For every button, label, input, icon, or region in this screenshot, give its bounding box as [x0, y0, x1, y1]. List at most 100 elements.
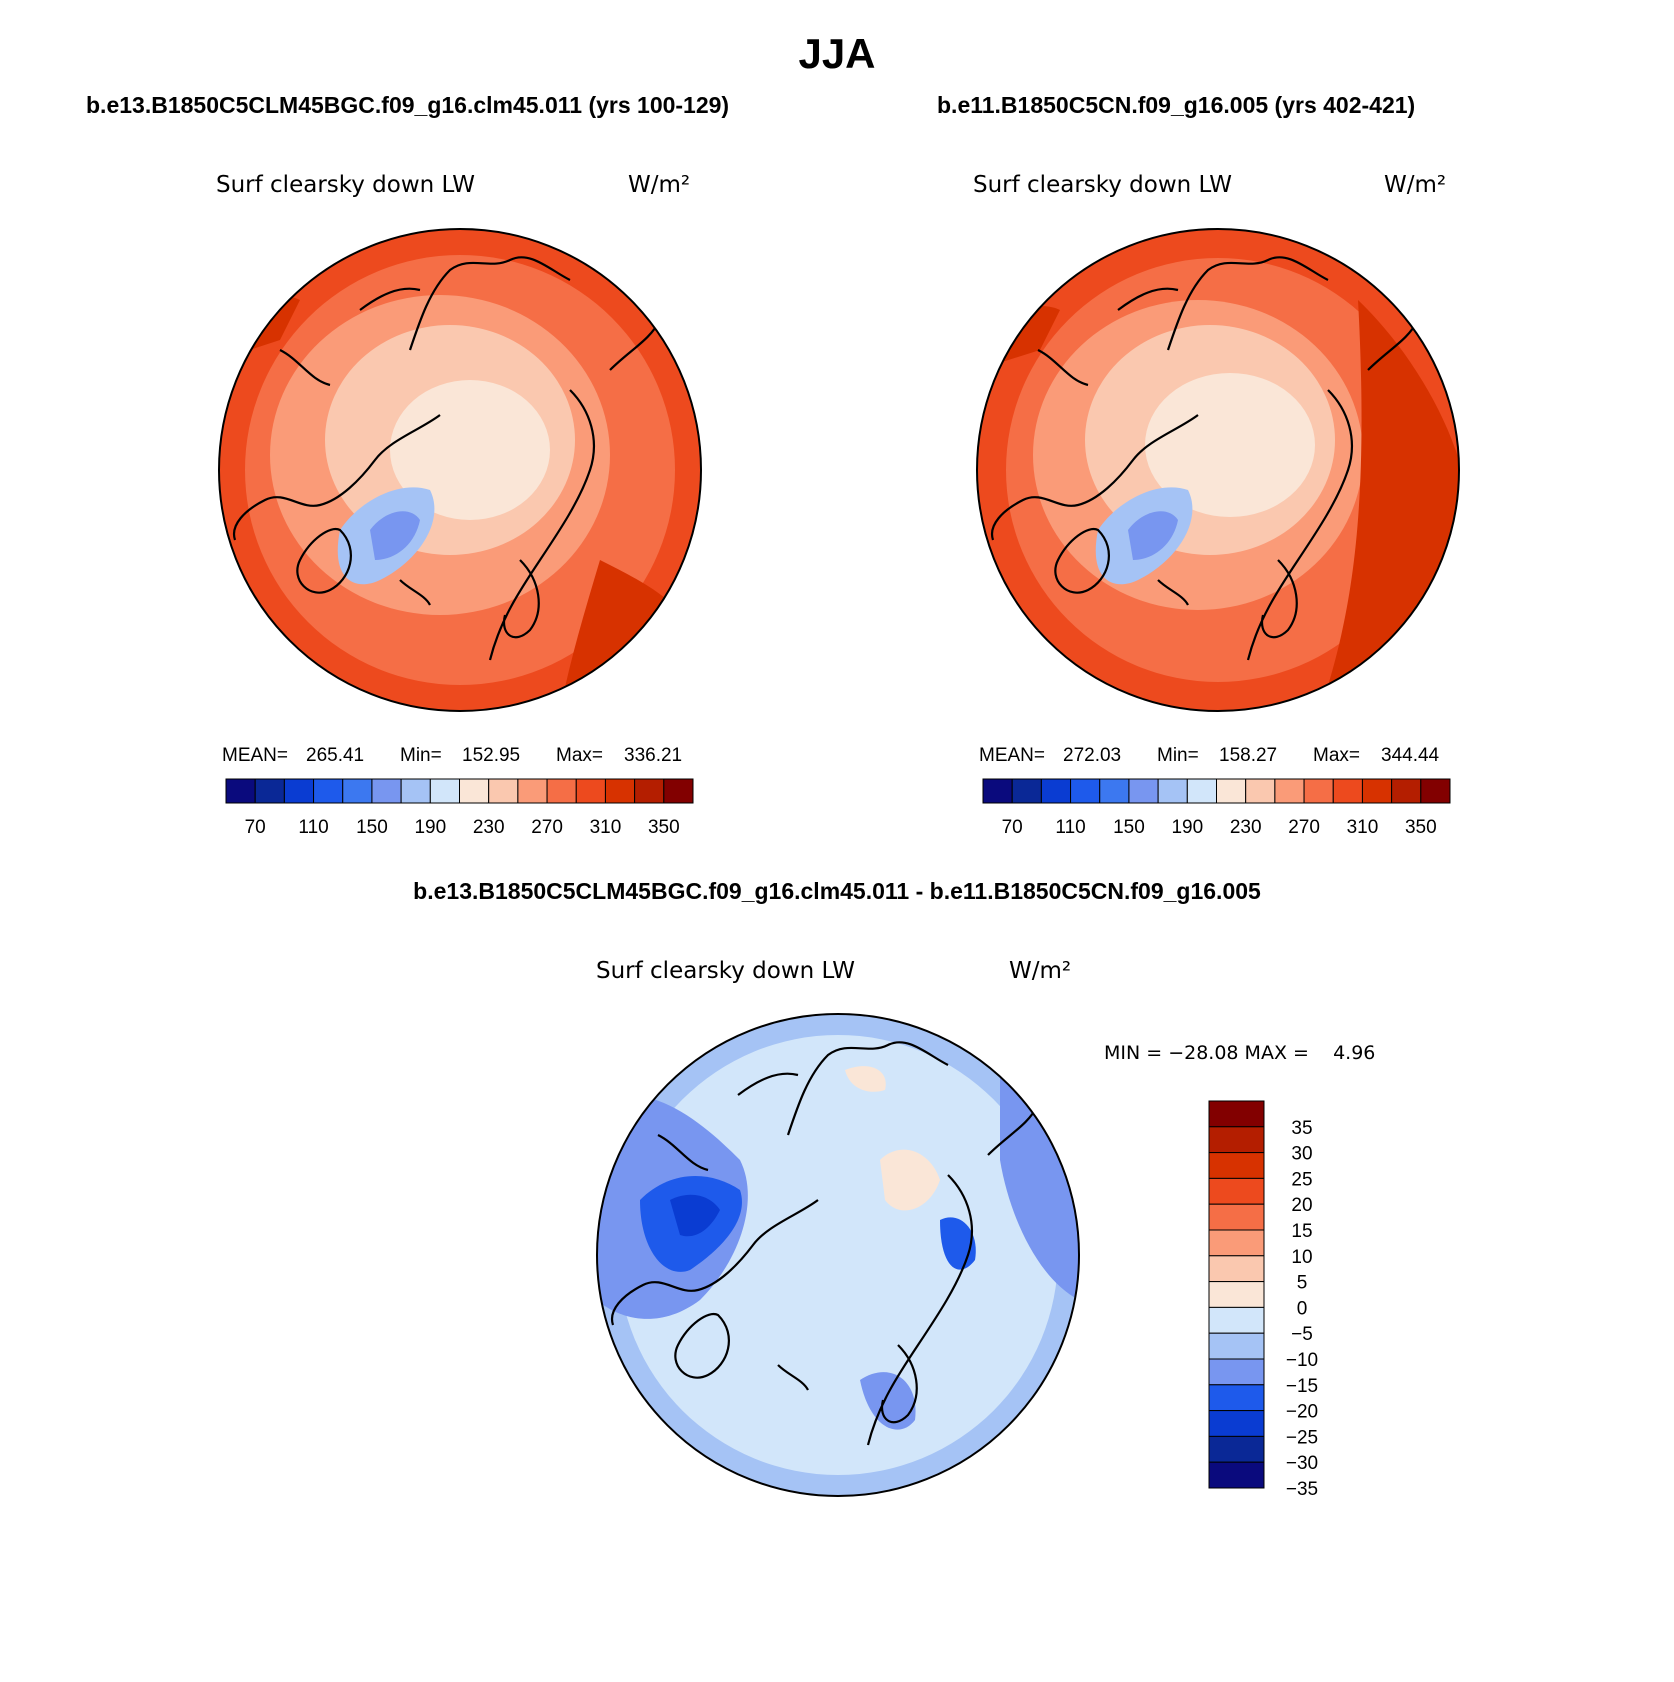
colorbar-swatch — [254, 778, 285, 804]
colorbar-swatch — [1208, 1384, 1265, 1412]
panel-case1-header: b.e13.B1850C5CLM45BGC.f09_g16.clm45.011 … — [86, 92, 729, 118]
colorbar-swatch — [1128, 778, 1159, 804]
panel-difference-variable: Surf clearsky down LW — [596, 958, 855, 984]
colorbar-case1 — [225, 778, 694, 804]
difference-minmax: MIN = −28.08 MAX = 4.96 — [1104, 1042, 1375, 1064]
colorbar-swatch — [546, 778, 577, 804]
stat-max-label: Max= — [556, 745, 603, 766]
map-case1-border — [218, 228, 702, 712]
panel-difference-header: b.e13.B1850C5CLM45BGC.f09_g16.clm45.011 … — [413, 878, 1261, 904]
stat-max-label: Max= — [1313, 745, 1360, 766]
colorbar-swatch — [1011, 778, 1042, 804]
colorbar-tick-label: 150 — [356, 817, 388, 838]
panel-case2-variable: Surf clearsky down LW — [973, 172, 1232, 198]
colorbar-tick-label: 230 — [473, 817, 505, 838]
stat-max-value: 336.21 — [624, 745, 682, 766]
colorbar-tick-label: 10 — [1291, 1247, 1312, 1268]
colorbar-swatch — [225, 778, 256, 804]
colorbar-case2-ticks: 70 110 150 190 230 270 310 350 — [1002, 817, 1437, 838]
stat-min-label: Min= — [400, 745, 442, 766]
colorbar-swatch — [1208, 1306, 1265, 1334]
colorbar-tick-label: 70 — [245, 817, 266, 838]
panel-difference-units: W/m² — [1009, 958, 1071, 984]
colorbar-swatch — [1303, 778, 1334, 804]
colorbar-swatch — [313, 778, 344, 804]
colorbar-tick-label: 310 — [1347, 817, 1379, 838]
panel-case2: b.e11.B1850C5CN.f09_g16.005 (yrs 402-421… — [937, 92, 1460, 838]
colorbar-swatch — [1099, 778, 1130, 804]
colorbar-swatch — [1208, 1358, 1265, 1386]
colorbar-swatch — [1420, 778, 1451, 804]
colorbar-tick-label: 25 — [1291, 1169, 1312, 1190]
colorbar-difference — [1208, 1100, 1265, 1489]
colorbar-tick-label: 0 — [1297, 1298, 1308, 1319]
panel-case1-variable: Surf clearsky down LW — [216, 172, 475, 198]
colorbar-tick-label: −25 — [1286, 1427, 1318, 1448]
panel-case2-header: b.e11.B1850C5CN.f09_g16.005 (yrs 402-421… — [937, 92, 1415, 118]
colorbar-swatch — [1208, 1281, 1265, 1308]
colorbar-swatch — [459, 778, 490, 804]
colorbar-case1-ticks: 70 110 150 190 230 270 310 350 — [245, 817, 680, 838]
colorbar-tick-label: 5 — [1297, 1273, 1308, 1294]
colorbar-swatch — [517, 778, 548, 804]
colorbar-tick-label: 30 — [1291, 1144, 1312, 1165]
map-difference — [597, 1014, 1079, 1496]
colorbar-tick-label: 70 — [1002, 817, 1023, 838]
panel-case1: b.e13.B1850C5CLM45BGC.f09_g16.clm45.011 … — [86, 92, 729, 838]
colorbar-swatch — [1208, 1410, 1265, 1437]
colorbar-swatch — [283, 778, 315, 804]
colorbar-swatch — [604, 778, 636, 804]
colorbar-swatch — [1274, 778, 1305, 804]
stat-min-value: 152.95 — [462, 745, 520, 766]
colorbar-swatch — [663, 778, 694, 804]
map-case2-border — [976, 228, 1460, 712]
colorbar-swatch — [575, 778, 606, 804]
stat-max-value: 344.44 — [1381, 745, 1440, 766]
stat-min-label: Min= — [1157, 745, 1199, 766]
colorbar-tick-label: 15 — [1291, 1221, 1312, 1242]
colorbar-swatch — [1216, 778, 1247, 804]
colorbar-tick-label: −10 — [1286, 1350, 1318, 1371]
colorbar-tick-label: 190 — [414, 817, 446, 838]
colorbar-difference-ticks: 35 30 25 20 15 10 5 0 −5 −10 −15 −20 −25 −30 −35 — [1286, 1118, 1318, 1500]
colorbar-tick-label: 150 — [1113, 817, 1145, 838]
colorbar-swatch — [1391, 778, 1422, 804]
colorbar-swatch — [1208, 1203, 1265, 1231]
colorbar-swatch — [1208, 1126, 1265, 1154]
colorbar-tick-label: −20 — [1286, 1402, 1318, 1423]
map-case1 — [219, 229, 701, 711]
colorbar-tick-label: 110 — [1055, 817, 1085, 838]
stats-case2: MEAN= 272.03 Min= 158.27 Max= 344.44 — [979, 745, 1440, 766]
colorbar-swatch — [1186, 778, 1217, 804]
colorbar-swatch — [982, 778, 1013, 804]
colorbar-swatch — [634, 778, 665, 804]
colorbar-tick-label: 350 — [1405, 817, 1437, 838]
colorbar-swatch — [1208, 1177, 1265, 1205]
colorbar-swatch — [1157, 778, 1188, 804]
colorbar-tick-label: 110 — [298, 817, 328, 838]
colorbar-swatch — [1208, 1332, 1265, 1360]
colorbar-swatch — [1208, 1152, 1265, 1179]
stat-mean-label: MEAN= — [979, 745, 1045, 766]
colorbar-tick-label: −35 — [1286, 1479, 1318, 1500]
figure-title: JJA — [798, 30, 875, 77]
colorbar-swatch — [342, 778, 373, 804]
colorbar-swatch — [1208, 1100, 1265, 1128]
colorbar-swatch — [1040, 778, 1072, 804]
colorbar-tick-label: −30 — [1286, 1453, 1318, 1474]
colorbar-tick-label: 270 — [1288, 817, 1320, 838]
colorbar-tick-label: 20 — [1291, 1195, 1312, 1216]
stat-min-value: 158.27 — [1219, 745, 1277, 766]
panel-difference: b.e13.B1850C5CLM45BGC.f09_g16.clm45.011 … — [413, 878, 1375, 1500]
stat-mean-value: 265.41 — [306, 745, 364, 766]
colorbar-swatch — [1070, 778, 1101, 804]
colorbar-swatch — [1332, 778, 1363, 804]
colorbar-swatch — [400, 778, 431, 804]
colorbar-swatch — [429, 778, 460, 804]
colorbar-swatch — [1245, 778, 1276, 804]
colorbar-tick-label: 190 — [1171, 817, 1203, 838]
colorbar-tick-label: 230 — [1230, 817, 1262, 838]
colorbar-tick-label: 310 — [590, 817, 622, 838]
colorbar-swatch — [371, 778, 402, 804]
